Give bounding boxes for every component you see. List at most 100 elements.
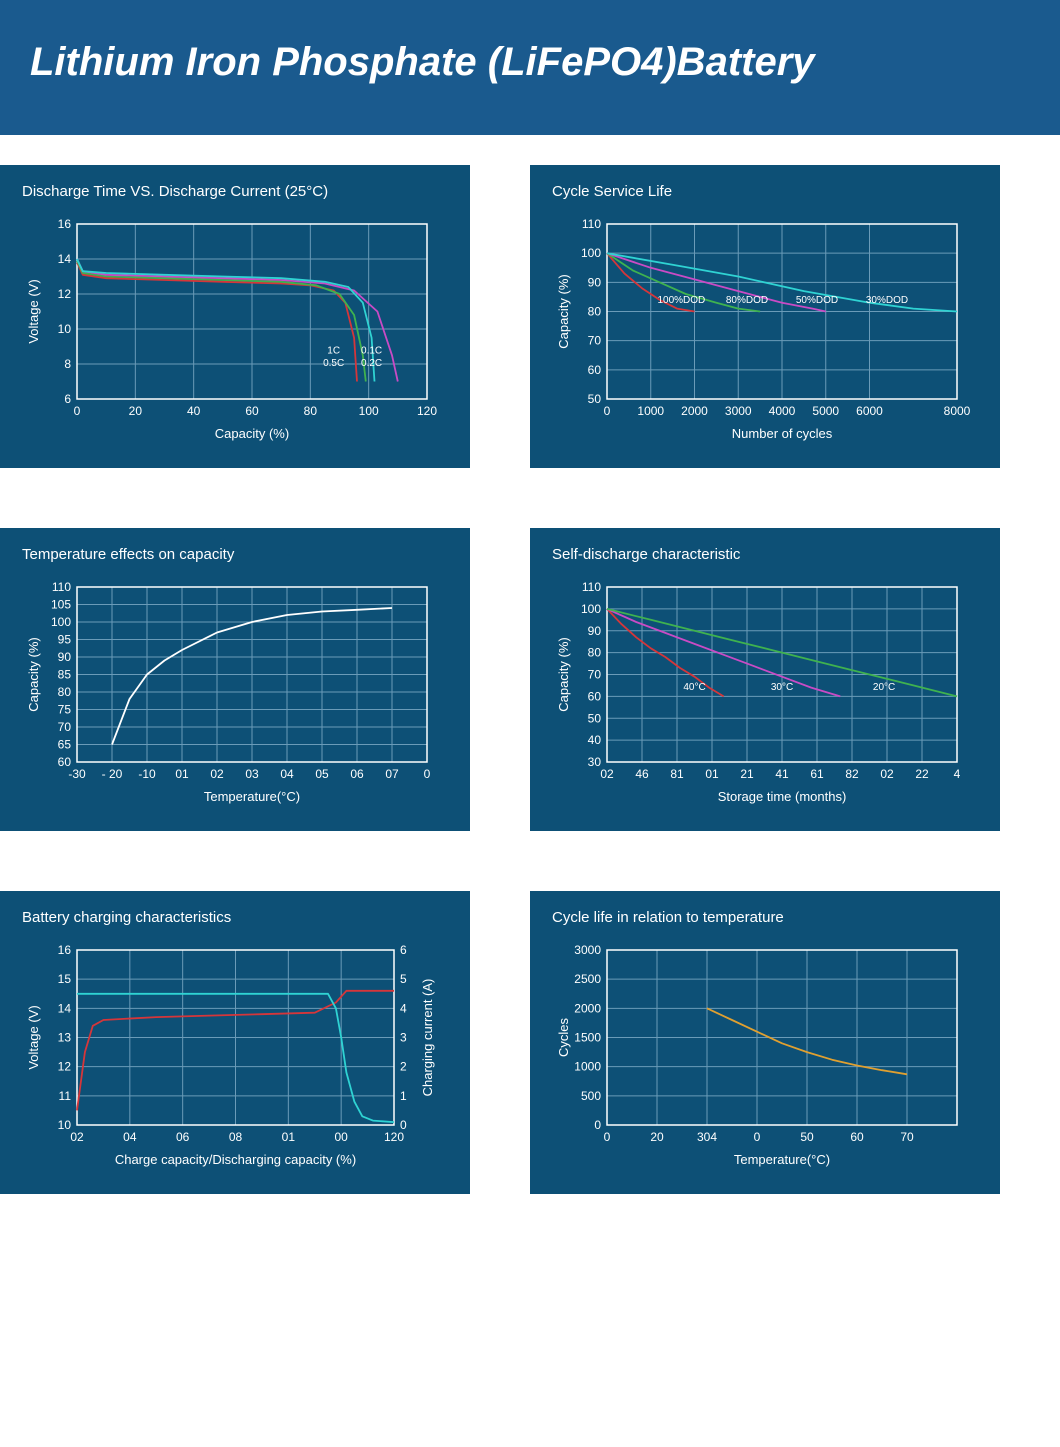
svg-text:0.5C: 0.5C [323,358,344,369]
svg-text:01: 01 [175,767,189,781]
svg-text:20: 20 [129,404,143,418]
svg-text:0.2C: 0.2C [361,358,382,369]
svg-text:70: 70 [588,668,602,682]
svg-text:40: 40 [187,404,201,418]
svg-text:50: 50 [588,392,602,406]
svg-text:8: 8 [64,357,71,371]
svg-text:20: 20 [650,1130,664,1144]
svg-text:8000: 8000 [944,404,971,418]
svg-text:95: 95 [58,633,72,647]
svg-text:3000: 3000 [574,943,601,957]
svg-text:Cycles: Cycles [556,1018,571,1058]
svg-text:Capacity (%): Capacity (%) [26,637,41,711]
svg-text:Voltage (V): Voltage (V) [26,279,41,343]
svg-text:110: 110 [582,217,601,231]
svg-text:80: 80 [588,646,602,660]
chart-title: Cycle life in relation to temperature [552,909,978,926]
svg-text:0.1C: 0.1C [361,346,382,357]
svg-text:120: 120 [384,1130,404,1144]
svg-text:1500: 1500 [574,1031,601,1045]
svg-text:0: 0 [424,767,431,781]
svg-text:100: 100 [581,246,601,260]
svg-text:6: 6 [400,943,407,957]
svg-text:90: 90 [58,650,72,664]
svg-text:02: 02 [600,767,614,781]
chart-title: Discharge Time VS. Discharge Current (25… [22,183,448,200]
svg-text:01: 01 [282,1130,296,1144]
svg-text:Capacity (%): Capacity (%) [556,637,571,711]
svg-text:100: 100 [51,615,71,629]
svg-text:-30: -30 [68,767,86,781]
svg-text:Temperature(°C): Temperature(°C) [734,1152,830,1167]
svg-text:75: 75 [58,703,72,717]
svg-text:120: 120 [417,404,437,418]
svg-text:30: 30 [588,755,602,769]
svg-text:00: 00 [334,1130,348,1144]
svg-text:22: 22 [915,767,929,781]
svg-text:90: 90 [588,275,602,289]
svg-text:21: 21 [740,767,754,781]
svg-text:03: 03 [245,767,259,781]
svg-text:50: 50 [800,1130,814,1144]
svg-text:12: 12 [58,287,72,301]
svg-text:01: 01 [705,767,719,781]
svg-text:110: 110 [52,580,71,594]
svg-text:02: 02 [880,767,894,781]
svg-text:Voltage (V): Voltage (V) [26,1005,41,1069]
svg-text:60: 60 [588,689,602,703]
svg-text:0: 0 [604,404,611,418]
svg-text:2000: 2000 [681,404,708,418]
chart-card-cycle-temp: Cycle life in relation to temperature 0 2… [530,891,1000,1194]
svg-text:15: 15 [58,972,72,986]
svg-text:04: 04 [123,1130,137,1144]
svg-text:0: 0 [594,1118,601,1132]
svg-text:304: 304 [697,1130,717,1144]
svg-text:07: 07 [385,767,399,781]
svg-text:4000: 4000 [769,404,796,418]
svg-text:11: 11 [59,1089,72,1103]
chart-title: Battery charging characteristics [22,909,448,926]
svg-text:Charging current (A): Charging current (A) [420,979,435,1097]
svg-text:80: 80 [588,305,602,319]
svg-text:1000: 1000 [574,1060,601,1074]
svg-text:46: 46 [635,767,649,781]
svg-text:Temperature(°C): Temperature(°C) [204,789,300,804]
svg-text:0: 0 [74,404,81,418]
chart-cycle-temp: 0203040506070050010001500200025003000Tem… [552,940,978,1170]
svg-text:08: 08 [229,1130,243,1144]
svg-text:100%DOD: 100%DOD [657,295,705,306]
svg-text:50: 50 [588,711,602,725]
page-title: Lithium Iron Phosphate (LiFePO4)Battery [30,40,1030,85]
chart-charging: 020406080100120101112131415160123456Char… [22,940,448,1170]
svg-text:60: 60 [245,404,259,418]
svg-text:100: 100 [581,602,601,616]
svg-text:70: 70 [588,334,602,348]
svg-text:50%DOD: 50%DOD [796,295,838,306]
svg-text:20°C: 20°C [873,682,895,693]
svg-text:5: 5 [400,972,407,986]
svg-text:1000: 1000 [637,404,664,418]
svg-text:41: 41 [775,767,789,781]
svg-text:4: 4 [954,767,961,781]
svg-text:04: 04 [280,767,294,781]
svg-text:30%DOD: 30%DOD [866,295,908,306]
chart-card-discharge: Discharge Time VS. Discharge Current (25… [0,165,470,468]
chart-title: Temperature effects on capacity [22,546,448,563]
svg-text:80: 80 [304,404,318,418]
svg-text:Capacity (%): Capacity (%) [556,274,571,348]
svg-text:02: 02 [70,1130,84,1144]
svg-text:40: 40 [588,733,602,747]
svg-text:0: 0 [604,1130,611,1144]
svg-text:Storage time (months): Storage time (months) [718,789,847,804]
svg-text:1: 1 [400,1089,407,1103]
svg-text:40°C: 40°C [683,682,705,693]
svg-text:16: 16 [58,217,72,231]
svg-text:12: 12 [58,1060,72,1074]
svg-text:5000: 5000 [812,404,839,418]
svg-text:13: 13 [58,1031,72,1045]
svg-text:2: 2 [400,1060,407,1074]
chart-cycle-life: 0100020003000400050006000800050607080901… [552,214,978,444]
svg-text:14: 14 [58,252,72,266]
svg-text:82: 82 [845,767,859,781]
svg-text:70: 70 [58,720,72,734]
